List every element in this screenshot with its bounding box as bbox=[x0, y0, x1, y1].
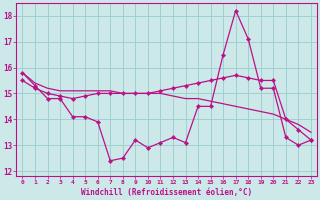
X-axis label: Windchill (Refroidissement éolien,°C): Windchill (Refroidissement éolien,°C) bbox=[81, 188, 252, 197]
